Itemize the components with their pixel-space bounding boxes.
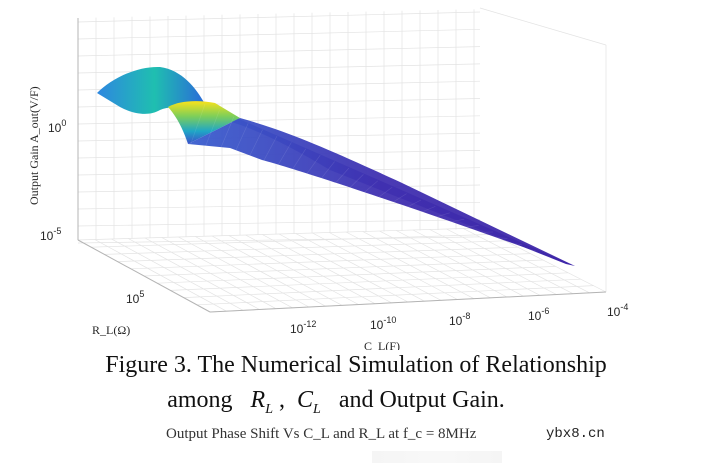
surface-mesh-line [427, 212, 450, 220]
surface-mesh-line [189, 103, 206, 147]
surface-mesh-line [539, 253, 566, 265]
surface-plot: 100 10-5 105 10-12 10-10 10-8 10-6 10-4 … [27, 7, 628, 350]
surface-mesh-line [413, 206, 436, 216]
faint-cropped-text [372, 451, 502, 463]
x-tick-0: 10-12 [290, 319, 316, 336]
surface-mesh-line [329, 167, 350, 190]
floor-grid-line [104, 240, 506, 255]
caption-cl: CL [297, 387, 321, 417]
surface-mesh-line [525, 249, 551, 258]
z-tick-0: 100 [48, 118, 66, 135]
surface-mesh-line [231, 123, 249, 160]
surface-yellow-fold [168, 101, 240, 144]
floor-grid-line [130, 253, 531, 270]
surface-mesh-line [441, 218, 465, 225]
floor-grid-line [77, 227, 481, 241]
y-axis-line [77, 239, 211, 313]
surface-mesh-line [385, 193, 407, 207]
surface-mesh-line [497, 240, 522, 246]
back-grid-line [77, 28, 481, 40]
z-tick-1: 10-5 [40, 226, 61, 243]
back-grid-line [479, 7, 607, 46]
surface-mesh-line [343, 174, 364, 194]
surface-mesh-line [455, 225, 479, 229]
x-axis-label: C_L(F) [364, 339, 400, 350]
back-grid-line [77, 219, 481, 227]
x-tick-1: 10-10 [370, 315, 396, 332]
z-tick-labels: 100 10-5 [40, 118, 66, 243]
floor-grid-line [196, 285, 594, 306]
caption-suffix: and Output Gain. [338, 387, 505, 413]
back-grid-line [77, 11, 481, 23]
surface-mesh-line [203, 110, 220, 151]
surface-mesh-line [217, 116, 235, 155]
floor-grid-line [183, 278, 581, 298]
surface-mesh-line [287, 148, 307, 177]
surface-mesh-line [399, 199, 422, 212]
back-grid-line [77, 236, 481, 244]
surface-mesh-line [315, 161, 335, 186]
caption-rl: RL [250, 387, 273, 417]
back-grid-line [77, 115, 481, 125]
back-grid-line [77, 167, 481, 176]
surface-mesh-line [301, 155, 321, 181]
floor-grid-line [91, 234, 493, 248]
floor-grid-line [143, 259, 544, 277]
surface-mesh-line [273, 142, 292, 173]
surface-front-sheet [188, 118, 575, 266]
y-axis-label: R_L(Ω) [92, 323, 130, 337]
x-tick-labels: 10-12 10-10 10-8 10-6 10-4 [290, 302, 628, 336]
x-tick-4: 10-4 [607, 302, 628, 319]
floor-grid-line [157, 266, 556, 284]
surface-mesh-line [371, 186, 393, 203]
caption-prefix: among [167, 387, 233, 413]
x-axis-line [209, 291, 607, 313]
y-tick-labels: 105 [126, 289, 144, 306]
figure-caption-line1: Figure 3. The Numerical Simulation of Re… [105, 352, 607, 378]
surface-mesh-line [245, 129, 263, 164]
back-grid-line [77, 184, 481, 193]
next-figure-title: Output Phase Shift Vs C_L and R_L at f_c… [166, 426, 477, 442]
y-tick-0: 105 [126, 289, 144, 306]
back-wall-grid [77, 7, 607, 292]
floor-grid-line [117, 246, 518, 262]
z-axis-label: Output Gain A_out(V/F) [27, 86, 41, 205]
surface-mesh-line [511, 245, 537, 252]
watermark: ybx8.cn [546, 426, 605, 442]
floor-grid [77, 227, 607, 313]
caption-separator: , [279, 387, 285, 413]
axes-box [77, 18, 607, 313]
gain-surface [97, 66, 575, 266]
floor-grid-line [170, 272, 569, 291]
back-grid-line [77, 46, 481, 57]
surface-mesh-line [357, 180, 378, 199]
x-tick-3: 10-6 [528, 306, 549, 323]
surface-mesh-line [259, 135, 278, 168]
surface-mesh-line [483, 236, 508, 239]
x-tick-2: 10-8 [449, 311, 470, 328]
figure-caption-line2: among RL , CL and Output Gain. [0, 387, 692, 418]
surface-mesh-lines [189, 103, 566, 265]
